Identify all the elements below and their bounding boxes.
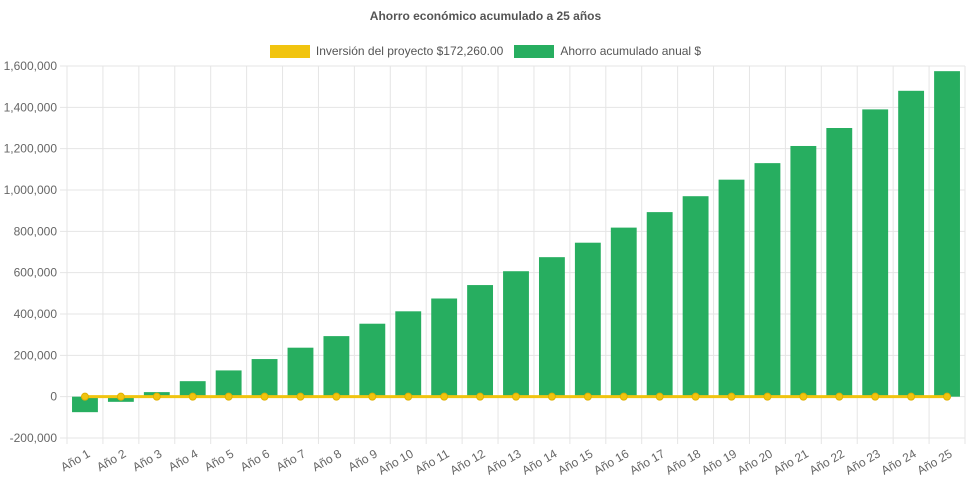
point-investment [260,392,269,401]
bar-savings [862,109,889,397]
chart-title: Ahorro económico acumulado a 25 años [369,9,602,23]
point-investment [655,392,664,401]
bar-savings [826,128,853,397]
bar-savings [467,285,494,397]
y-tick-label: -200,000 [10,431,58,445]
x-tick-label: Año 5 [202,446,236,474]
y-tick-label: 0 [50,390,57,404]
x-tick-label: Año 7 [274,446,308,474]
x-tick-label: Año 21 [771,446,811,477]
bar-savings [179,381,206,397]
bar-savings [72,396,98,413]
y-tick-label: 1,200,000 [4,142,58,156]
point-investment [476,392,485,401]
x-tick-label: Año 3 [130,446,164,474]
point-investment [547,392,556,401]
point-investment [152,392,161,401]
x-tick-label: Año 18 [663,446,703,477]
x-tick-label: Año 15 [555,446,595,477]
y-tick-label: 800,000 [14,224,58,238]
legend-label-investment: Inversión del proyecto $172,260.00 [315,44,504,58]
y-tick-label: 600,000 [14,266,58,280]
y-tick-label: 1,400,000 [4,100,58,114]
x-tick-label: Año 2 [94,446,128,474]
x-tick-label: Año 19 [699,446,739,477]
point-investment [907,392,916,401]
point-investment [368,392,377,401]
point-investment [116,392,125,401]
bar-savings [574,242,601,397]
legend-label-savings: Ahorro acumulado anual $ [560,44,702,58]
point-investment [404,392,413,401]
point-investment [763,392,772,401]
point-investment [799,392,808,401]
x-tick-label: Año 8 [310,446,344,474]
x-tick-label: Año 13 [484,446,524,477]
legend-item-investment[interactable]: Inversión del proyecto $172,260.00 [269,44,504,58]
point-investment [619,392,628,401]
x-tick-label: Año 23 [843,446,883,477]
point-investment [512,392,520,401]
point-investment [691,392,700,401]
bar-savings [538,257,565,397]
bar-savings [898,90,925,397]
x-tick-label: Año 11 [412,446,451,477]
x-tick-label: Año 24 [879,446,919,477]
x-tick-label: Año 4 [166,446,200,474]
point-investment [943,392,952,401]
x-tick-label: Año 22 [807,446,847,477]
point-investment [188,392,197,401]
bar-savings [934,71,960,397]
bar-savings [610,227,637,397]
bar-savings [359,323,386,397]
point-investment [583,392,592,401]
bar-savings [323,336,350,397]
point-investment [835,392,844,401]
bar-savings [503,271,529,397]
x-tick-label: Año 10 [376,446,416,477]
point-investment [871,392,880,401]
y-tick-label: 1,000,000 [4,183,58,197]
point-investment [440,392,449,401]
point-investment [80,392,89,401]
chart-legend: Inversión del proyecto $172,260.00 Ahorr… [0,42,971,60]
bar-savings [718,179,745,397]
bar-savings [790,145,817,397]
x-tick-label: Año 12 [448,446,488,477]
legend-item-savings[interactable]: Ahorro acumulado anual $ [514,44,701,58]
point-investment [296,392,305,401]
x-tick-label: Año 17 [627,446,667,477]
x-tick-label: Año 25 [915,446,955,477]
y-tick-label: 200,000 [14,348,58,362]
x-tick-label: Año 14 [519,446,559,477]
bar-savings [646,212,673,397]
bar-savings [431,298,458,397]
x-tick-label: Año 1 [58,446,92,474]
legend-swatch-savings [514,44,555,58]
bar-savings [754,163,781,397]
point-investment [224,392,233,401]
bar-savings [251,359,278,397]
y-tick-label: 400,000 [14,307,58,321]
x-tick-label: Año 20 [735,446,775,477]
x-tick-label: Año 16 [591,446,631,477]
point-investment [332,392,341,401]
x-tick-label: Año 6 [238,446,272,474]
bar-savings [395,311,422,397]
legend-swatch-investment [269,44,310,58]
bar-savings [682,196,709,397]
y-tick-label: 1,600,000 [4,59,58,73]
x-tick-label: Año 9 [346,446,380,474]
point-investment [727,392,736,401]
bar-savings [215,370,242,397]
bar-savings [287,347,314,397]
